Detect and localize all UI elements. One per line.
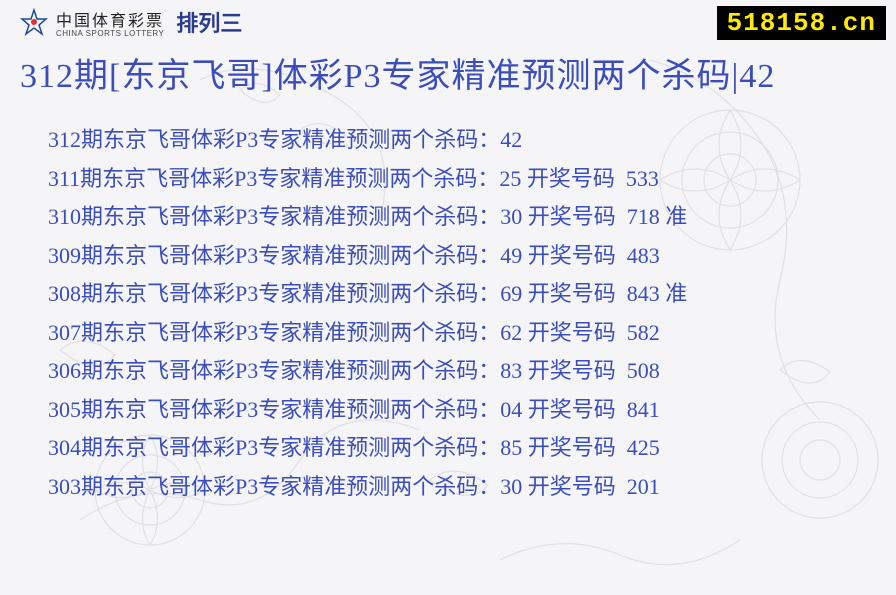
prediction-row: 311期东京飞哥体彩P3专家精准预测两个杀码：25 开奖号码 533 <box>48 160 876 199</box>
prediction-row: 312期东京飞哥体彩P3专家精准预测两个杀码：42 <box>48 121 876 160</box>
prediction-row: 309期东京飞哥体彩P3专家精准预测两个杀码：49 开奖号码 483 <box>48 237 876 276</box>
prediction-row: 307期东京飞哥体彩P3专家精准预测两个杀码：62 开奖号码 582 <box>48 314 876 353</box>
lottery-logo-icon <box>20 8 48 36</box>
prediction-row: 308期东京飞哥体彩P3专家精准预测两个杀码：69 开奖号码 843 准 <box>48 275 876 314</box>
logo-area: 中国体育彩票 CHINA SPORTS LOTTERY 排列三 <box>20 6 242 38</box>
prediction-row: 310期东京飞哥体彩P3专家精准预测两个杀码：30 开奖号码 718 准 <box>48 198 876 237</box>
logo-suffix: 排列三 <box>176 6 242 38</box>
prediction-row: 303期东京飞哥体彩P3专家精准预测两个杀码：30 开奖号码 201 <box>48 468 876 507</box>
logo-text-cn: 中国体育彩票 <box>56 13 164 30</box>
header: 中国体育彩票 CHINA SPORTS LOTTERY 排列三 518158.c… <box>0 0 896 40</box>
prediction-list: 312期东京飞哥体彩P3专家精准预测两个杀码：42311期东京飞哥体彩P3专家精… <box>0 103 896 506</box>
prediction-row: 305期东京飞哥体彩P3专家精准预测两个杀码：04 开奖号码 841 <box>48 391 876 430</box>
prediction-row: 306期东京飞哥体彩P3专家精准预测两个杀码：83 开奖号码 508 <box>48 352 876 391</box>
prediction-row: 304期东京飞哥体彩P3专家精准预测两个杀码：85 开奖号码 425 <box>48 429 876 468</box>
logo-text-en: CHINA SPORTS LOTTERY <box>56 29 164 38</box>
logo-text-block: 中国体育彩票 CHINA SPORTS LOTTERY <box>56 7 164 38</box>
url-badge: 518158.cn <box>717 6 886 40</box>
page-title: 312期[东京飞哥]体彩P3专家精准预测两个杀码|42 <box>0 40 896 103</box>
